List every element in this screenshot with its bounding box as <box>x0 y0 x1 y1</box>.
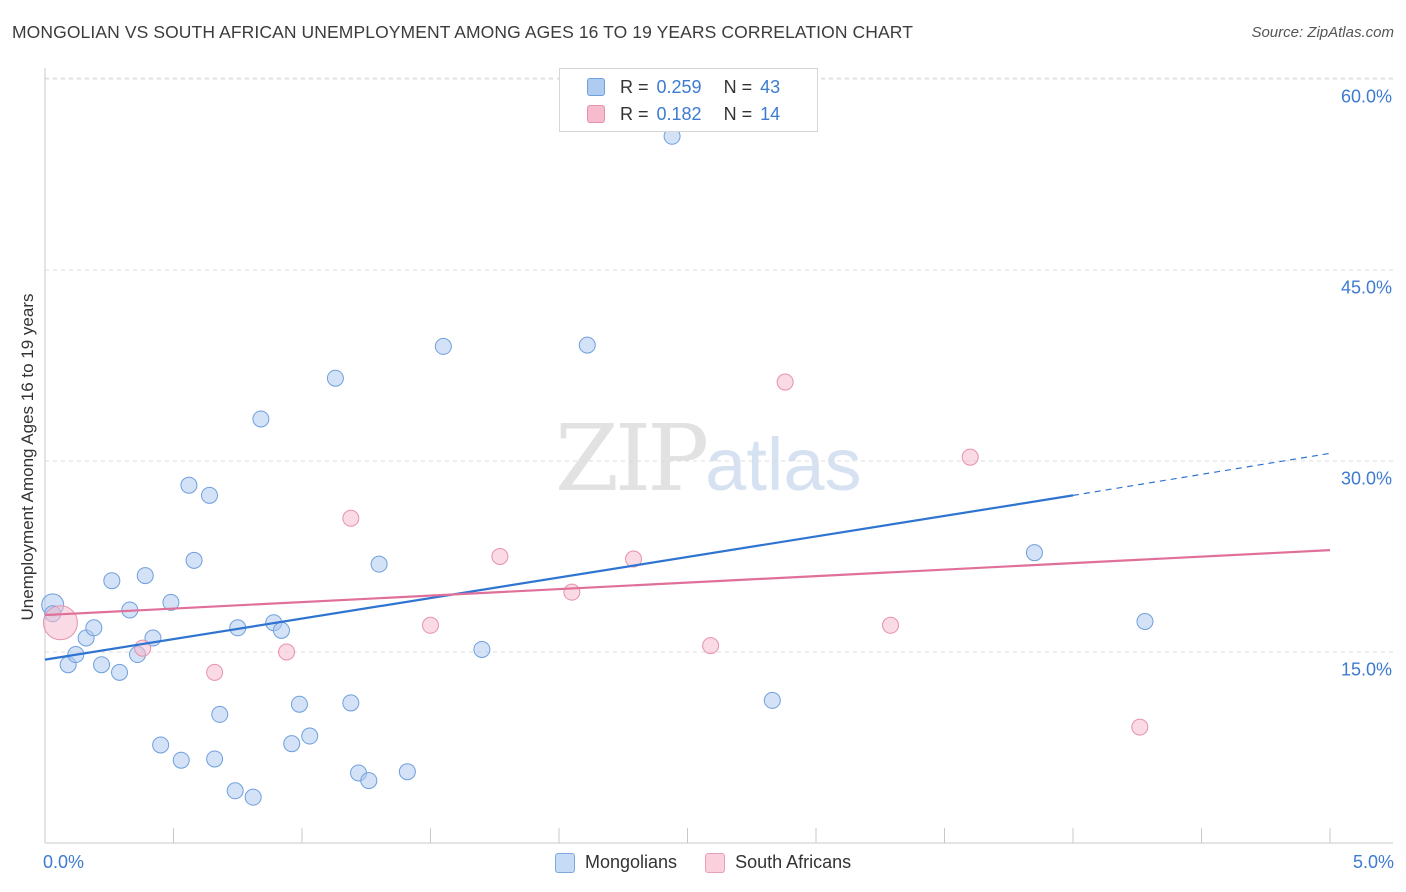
mongolian-point <box>200 486 218 504</box>
mongolian-point <box>301 727 319 745</box>
legend-swatch-blue <box>555 852 575 873</box>
y-tick-label: 30.0% <box>1340 468 1392 489</box>
mongolian-point <box>111 663 129 681</box>
y-axis-label: Unemployment Among Ages 16 to 19 years <box>18 293 37 621</box>
mongolian-point <box>398 763 416 781</box>
mongolian-trend-extension <box>1072 452 1331 496</box>
mongolian-point <box>85 619 103 637</box>
mongolian-point <box>162 593 180 611</box>
mongolian-point <box>252 410 270 428</box>
x-tick-label: 0.0% <box>43 852 85 872</box>
legend-swatch-blue <box>587 78 605 96</box>
mongolian-point <box>206 750 224 768</box>
mongolian-point <box>578 336 596 354</box>
n-label: N = <box>723 76 753 97</box>
mongolian-point <box>360 772 378 790</box>
source-label: Source: ZipAtlas.com <box>1251 24 1394 41</box>
mongolian-point <box>763 691 781 709</box>
legend-swatch-pink <box>587 105 605 123</box>
n-label: N = <box>723 103 753 124</box>
mongolian-point <box>244 788 262 806</box>
south-african-point <box>961 448 979 466</box>
r-value: 0.259 <box>656 76 702 97</box>
chart-title: MONGOLIAN VS SOUTH AFRICAN UNEMPLOYMENT … <box>12 22 914 42</box>
south-african-point <box>278 643 296 661</box>
south-african-point <box>776 373 794 391</box>
south-african-point <box>342 509 360 527</box>
mongolian-point <box>342 694 360 712</box>
mongolian-point <box>326 369 344 387</box>
south-african-point <box>422 616 439 634</box>
watermark-atlas: atlas <box>705 423 862 506</box>
mongolian-point <box>93 656 111 674</box>
mongolian-point <box>434 337 452 355</box>
south-african-point <box>625 550 643 568</box>
south-african-point <box>882 616 900 634</box>
series-legend: Mongolians South Africans <box>555 852 879 873</box>
mongolian-point <box>103 572 121 590</box>
mongolian-point <box>290 695 308 713</box>
mongolian-point <box>1025 544 1043 562</box>
watermark-zip: ZIP <box>555 405 709 512</box>
mongolian-point <box>180 476 198 494</box>
south-african-point <box>206 663 224 681</box>
legend-row-mongolians: R = 0.259 N = 43 <box>587 76 780 98</box>
r-label: R = <box>620 103 649 124</box>
r-value: 0.182 <box>656 103 702 124</box>
watermark: ZIPatlas <box>555 405 861 512</box>
south-african-point <box>563 583 581 601</box>
r-label: R = <box>620 76 649 97</box>
mongolian-point <box>185 551 203 569</box>
n-value: 14 <box>760 103 781 124</box>
mongolian-point <box>370 555 388 573</box>
y-tick-label: 45.0% <box>1340 277 1392 298</box>
x-tick-label: 5.0% <box>1352 852 1394 872</box>
mongolian-point <box>152 736 170 754</box>
legend-row-south-africans: R = 0.182 N = 14 <box>587 103 780 125</box>
mongolian-point <box>211 705 229 723</box>
legend-label: South Africans <box>735 852 852 872</box>
mongolian-trend-line <box>44 494 1074 661</box>
south-african-trend-line <box>44 549 1331 617</box>
mongolian-point <box>136 567 154 585</box>
south-african-point <box>491 548 509 565</box>
south-african-point <box>42 605 78 641</box>
mongolian-point <box>473 640 491 658</box>
south-african-point <box>702 637 720 655</box>
n-value: 43 <box>760 76 781 97</box>
legend-label: Mongolians <box>585 852 678 872</box>
mongolian-point <box>226 782 244 800</box>
south-african-point <box>1131 718 1149 736</box>
mongolian-point <box>283 735 301 753</box>
legend-item-mongolians[interactable]: Mongolians <box>555 852 677 873</box>
legend-item-south-africans[interactable]: South Africans <box>705 852 851 873</box>
y-tick-label: 60.0% <box>1340 86 1392 107</box>
y-tick-label: 15.0% <box>1340 659 1392 680</box>
mongolian-point <box>272 621 290 639</box>
mongolian-point <box>172 751 190 769</box>
mongolian-point <box>1136 612 1154 630</box>
legend-swatch-pink <box>705 852 726 873</box>
stats-legend: R = 0.259 N = 43 R = 0.182 N = 14 <box>559 68 818 132</box>
